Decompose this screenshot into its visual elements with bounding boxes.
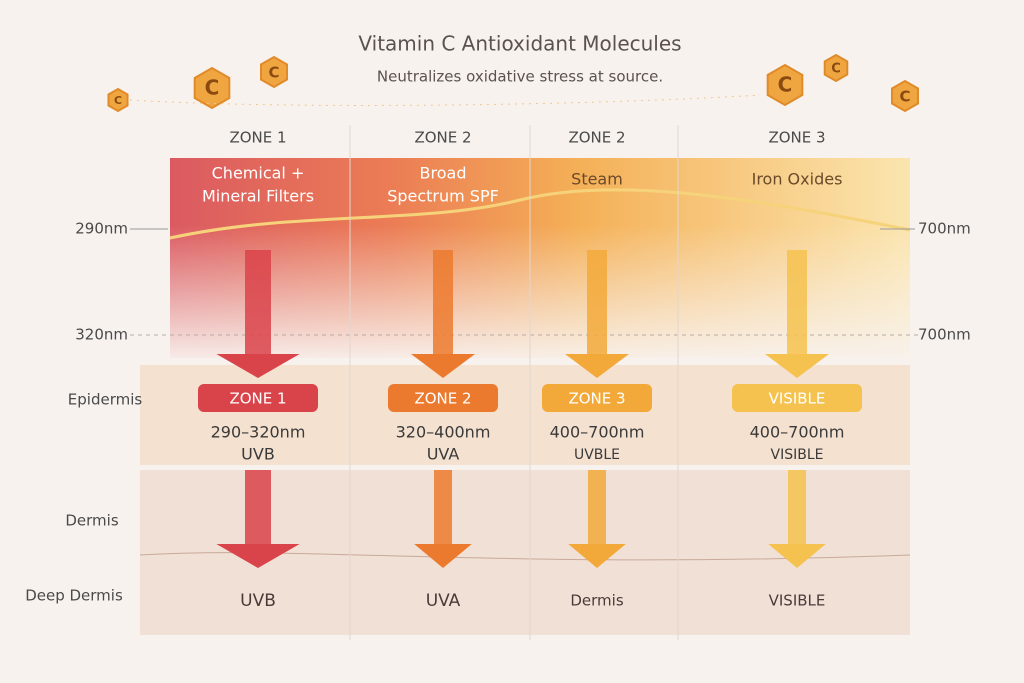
arrow-shaft bbox=[434, 470, 452, 546]
arrow-shaft bbox=[588, 470, 606, 546]
arrow-head bbox=[414, 544, 472, 568]
badge-label: ZONE 1 bbox=[229, 390, 286, 408]
filter-label: Chemical + bbox=[212, 164, 305, 183]
filter-label: Steam bbox=[571, 170, 623, 189]
molecule bbox=[766, 63, 804, 107]
molecule-label: C bbox=[778, 73, 793, 97]
filter-label: Mineral Filters bbox=[202, 187, 314, 206]
molecule-label: C bbox=[205, 76, 220, 100]
wavelength-label: 290nm bbox=[75, 220, 128, 238]
molecule bbox=[823, 53, 849, 83]
layer-label: Deep Dermis bbox=[25, 587, 123, 605]
arrow-shaft bbox=[433, 250, 453, 356]
filter-label: Spectrum SPF bbox=[387, 187, 499, 206]
subtitle: Neutralizes oxidative stress at source. bbox=[377, 68, 663, 86]
arrow-shaft bbox=[245, 470, 271, 546]
arrow-shaft bbox=[787, 250, 807, 356]
range-label: 320–400nm bbox=[396, 423, 491, 442]
wavelength-label: 320nm bbox=[75, 326, 128, 344]
arrow-head bbox=[765, 354, 829, 378]
molecule-label: C bbox=[268, 64, 279, 82]
type-label: VISIBLE bbox=[771, 447, 824, 463]
deep-label: UVB bbox=[240, 591, 276, 611]
arrow-head bbox=[216, 354, 300, 378]
layer-label: Dermis bbox=[65, 512, 118, 530]
badge-label: ZONE 2 bbox=[414, 390, 471, 408]
wavelength-label: 700nm bbox=[918, 220, 971, 238]
type-label: UVBLE bbox=[574, 447, 620, 463]
arrow-shaft bbox=[587, 250, 607, 356]
type-label: UVA bbox=[427, 445, 460, 464]
molecule-label: C bbox=[114, 94, 122, 107]
epidermis-layer bbox=[140, 365, 910, 465]
badge-label: VISIBLE bbox=[769, 390, 826, 408]
wave bbox=[169, 188, 911, 240]
filter-label: Iron Oxides bbox=[752, 170, 843, 189]
layer-label: Epidermis bbox=[68, 391, 143, 409]
molecule-label: C bbox=[831, 62, 841, 77]
arrow-head bbox=[216, 544, 300, 568]
arrow-head bbox=[411, 354, 475, 378]
range-label: 290–320nm bbox=[211, 423, 306, 442]
molecule bbox=[107, 87, 129, 113]
zone-badge bbox=[732, 384, 862, 412]
band-fade bbox=[170, 225, 910, 365]
deep-label: Dermis bbox=[570, 592, 623, 610]
type-label: UVB bbox=[241, 445, 275, 464]
deep-label: VISIBLE bbox=[769, 592, 826, 610]
wavelength-label: 700nm bbox=[918, 326, 971, 344]
arrow-shaft bbox=[245, 250, 271, 356]
zone-header: ZONE 2 bbox=[414, 129, 471, 147]
zone-badge bbox=[198, 384, 318, 412]
range-label: 400–700nm bbox=[550, 423, 645, 442]
arrow-head bbox=[565, 354, 629, 378]
arrow-head bbox=[768, 544, 826, 568]
range-label: 400–700nm bbox=[750, 423, 845, 442]
molecule bbox=[891, 79, 919, 113]
arrow-head bbox=[568, 544, 626, 568]
zone-header: ZONE 2 bbox=[568, 129, 625, 147]
molecule-label: C bbox=[899, 88, 910, 106]
zone-badge bbox=[388, 384, 498, 412]
deep-label: UVA bbox=[426, 591, 461, 611]
badge-label: ZONE 3 bbox=[568, 390, 625, 408]
filter-label: Broad bbox=[420, 164, 467, 183]
zone-badge bbox=[542, 384, 652, 412]
molecule bbox=[260, 55, 288, 89]
molecule bbox=[193, 66, 231, 110]
arrow-shaft bbox=[788, 470, 806, 546]
zone-header: ZONE 3 bbox=[768, 129, 825, 147]
title: Vitamin C Antioxidant Molecules bbox=[358, 32, 681, 56]
dotted-trail bbox=[129, 94, 761, 106]
zone-header: ZONE 1 bbox=[229, 129, 286, 147]
